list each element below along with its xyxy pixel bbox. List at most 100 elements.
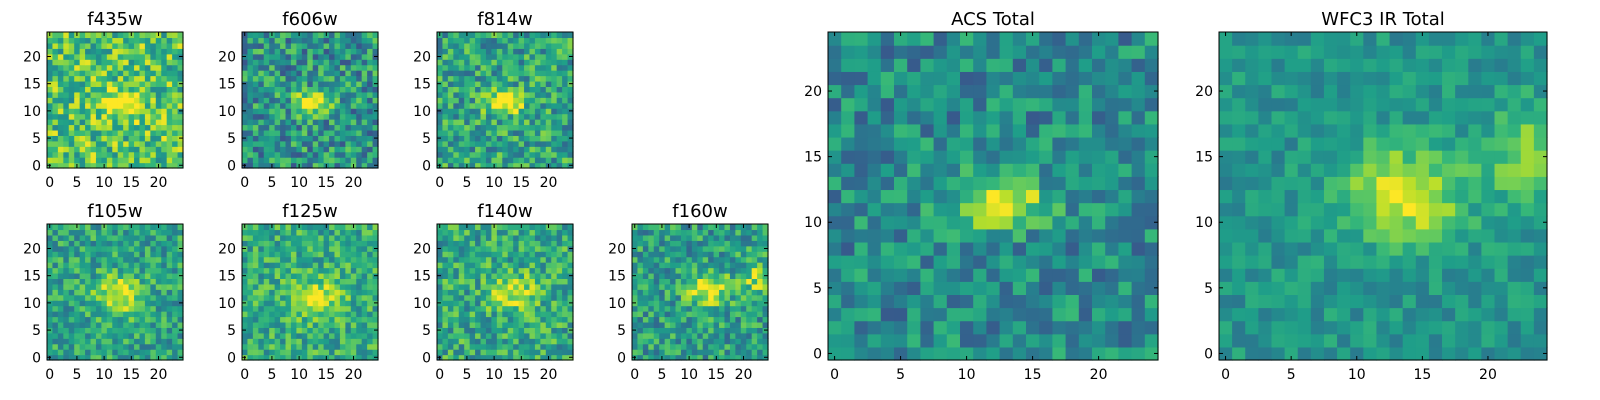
pixel-cell: [485, 272, 492, 279]
pixel-cell: [485, 311, 492, 318]
pixel-cell: [47, 289, 54, 296]
pixel-cell: [350, 86, 357, 93]
pixel-cell: [144, 124, 151, 131]
pixel-cell: [280, 267, 287, 274]
x-tick-label: 5: [462, 175, 471, 191]
pixel-cell: [1039, 202, 1053, 217]
pixel-cell: [123, 119, 130, 126]
pixel-cell: [491, 256, 498, 263]
pixel-cell: [85, 86, 92, 93]
pixel-cell: [47, 140, 54, 147]
x-tick-label: 10: [485, 175, 503, 191]
pixel-cell: [485, 240, 492, 247]
pixel-cell: [334, 157, 341, 164]
pixel-cell: [139, 272, 146, 279]
pixel-cell: [719, 267, 726, 274]
pixel-cell: [117, 294, 124, 301]
pixel-cell: [90, 289, 97, 296]
pixel-cell: [1039, 215, 1053, 230]
pixel-cell: [496, 59, 503, 66]
pixel-cell: [307, 300, 314, 307]
pixel-cell: [79, 91, 86, 98]
pixel-cell: [540, 354, 547, 361]
pixel-cell: [729, 283, 736, 290]
pixel-cell: [318, 91, 325, 98]
pixel-cell: [323, 300, 330, 307]
pixel-cell: [52, 245, 59, 252]
pixel-cell: [458, 162, 465, 169]
pixel-cell: [502, 70, 509, 77]
pixel-cell: [345, 75, 352, 82]
pixel-grid: [242, 32, 379, 169]
pixel-cell: [318, 332, 325, 339]
pixel-cell: [1118, 320, 1133, 335]
pixel-cell: [480, 349, 487, 356]
pixel-cell: [686, 338, 693, 345]
pixel-cell: [166, 224, 173, 231]
pixel-cell: [464, 311, 471, 318]
pixel-cell: [339, 97, 346, 104]
pixel-cell: [307, 224, 314, 231]
pixel-cell: [134, 251, 141, 258]
pixel-cell: [894, 241, 908, 256]
pixel-cell: [263, 42, 270, 49]
pixel-cell: [334, 129, 341, 136]
pixel-cell: [63, 262, 70, 269]
pixel-cell: [334, 146, 341, 153]
pixel-cell: [740, 272, 747, 279]
pixel-cell: [252, 311, 259, 318]
pixel-cell: [318, 289, 325, 296]
pixel-cell: [920, 281, 935, 295]
pixel-cell: [513, 70, 520, 77]
pixel-cell: [1118, 333, 1133, 348]
pixel-cell: [534, 349, 541, 356]
pixel-cell: [562, 135, 569, 142]
pixel-cell: [177, 124, 184, 131]
pixel-cell: [867, 268, 882, 282]
pixel-cell: [134, 75, 141, 82]
pixel-cell: [74, 59, 81, 66]
pixel-cell: [106, 151, 113, 158]
pixel-cell: [63, 338, 70, 345]
pixel-cell: [339, 86, 346, 93]
pixel-cell: [697, 343, 704, 350]
pixel-cell: [973, 202, 987, 217]
pixel-cell: [524, 294, 531, 301]
pixel-cell: [632, 349, 639, 356]
pixel-cell: [296, 349, 303, 356]
pixel-cell: [496, 354, 503, 361]
pixel-cell: [106, 64, 113, 71]
pixel-cell: [453, 151, 460, 158]
pixel-cell: [691, 354, 698, 361]
pixel-cell: [307, 146, 314, 153]
pixel-cell: [475, 146, 482, 153]
pixel-cell: [502, 267, 509, 274]
pixel-cell: [90, 354, 97, 361]
pixel-cell: [567, 316, 574, 323]
pixel-cell: [329, 70, 336, 77]
pixel-cell: [513, 151, 520, 158]
pixel-cell: [79, 305, 86, 312]
pixel-cell: [95, 42, 102, 49]
pixel-cell: [345, 91, 352, 98]
pixel-cell: [263, 349, 270, 356]
pixel-cell: [318, 256, 325, 263]
pixel-cell: [68, 338, 75, 345]
pixel-cell: [150, 245, 157, 252]
pixel-cell: [686, 256, 693, 263]
pixel-cell: [469, 162, 476, 169]
pixel-cell: [496, 42, 503, 49]
pixel-cell: [280, 124, 287, 131]
pixel-cell: [442, 70, 449, 77]
pixel-cell: [567, 129, 574, 136]
pixel-cell: [999, 228, 1014, 243]
pixel-cell: [567, 240, 574, 247]
pixel-cell: [740, 256, 747, 263]
pixel-cell: [269, 267, 276, 274]
pixel-cell: [161, 108, 168, 115]
pixel-cell: [301, 278, 308, 285]
pixel-cell: [545, 119, 552, 126]
pixel-cell: [757, 321, 764, 328]
pixel-cell: [252, 229, 259, 236]
pixel-cell: [307, 59, 314, 66]
